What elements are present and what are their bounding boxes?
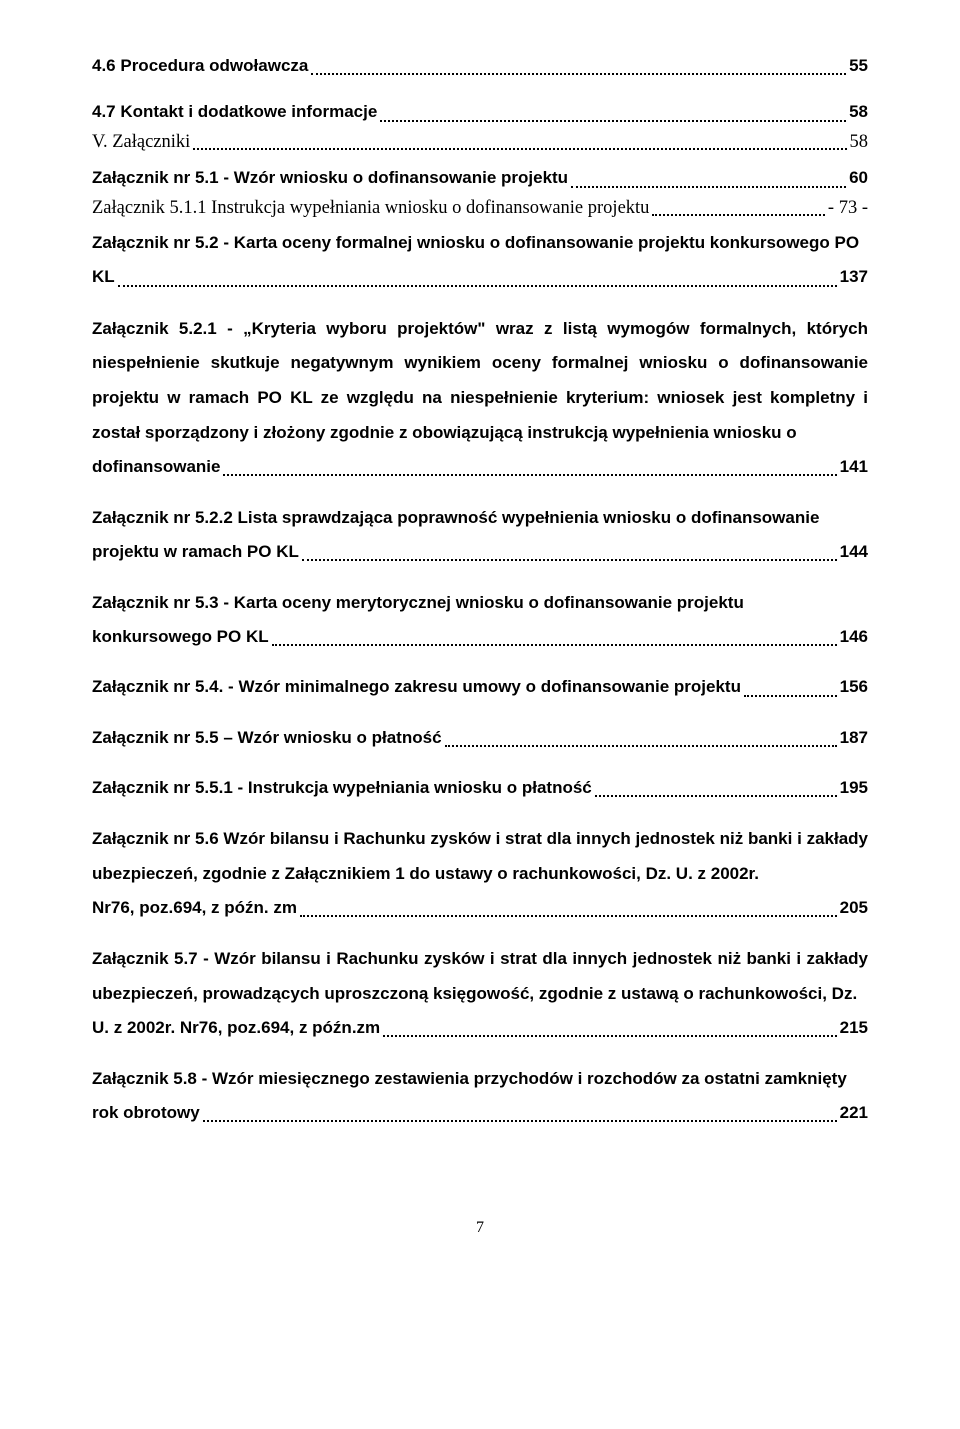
toc-label: 4.6 Procedura odwoławcza [92,50,308,82]
dot-leader [311,60,846,76]
toc-body: Załącznik nr 5.2 - Karta oceny formalnej… [92,226,868,261]
toc-entry: Załącznik nr 5.5.1 - Instrukcja wypełnia… [92,772,868,804]
document-page: 4.6 Procedura odwoławcza 55 4.7 Kontakt … [0,0,960,1429]
toc-label: Załącznik 5.1.1 Instrukcja wypełniania w… [92,195,649,223]
toc-tail: konkursowego PO KL [92,621,269,653]
toc-tail: projektu w ramach PO KL [92,536,299,568]
toc-tail: KL [92,261,115,293]
toc-entry: Załącznik nr 5.1 - Wzór wniosku o dofina… [92,162,868,194]
toc-entry: 4.6 Procedura odwoławcza 55 [92,50,868,82]
toc-label: Załącznik nr 5.5.1 - Instrukcja wypełnia… [92,772,592,804]
dot-leader [744,681,837,697]
dot-leader [223,461,836,477]
toc-entry: V. Załączniki 58 [92,129,868,157]
toc-entry: Załącznik nr 5.5 – Wzór wniosku o płatno… [92,722,868,754]
toc-label: Załącznik nr 5.5 – Wzór wniosku o płatno… [92,722,442,754]
toc-body: Załącznik nr 5.3 - Karta oceny merytoryc… [92,586,868,621]
toc-tail: dofinansowanie [92,451,220,483]
toc-label: Załącznik nr 5.1 - Wzór wniosku o dofina… [92,162,568,194]
toc-body: Załącznik 5.7 - Wzór bilansu i Rachunku … [92,942,868,1012]
toc-page: 55 [849,50,868,82]
toc-page: 187 [840,722,868,754]
toc-body: Załącznik nr 5.2.2 Lista sprawdzająca po… [92,501,868,536]
dot-leader [445,731,837,747]
toc-tail: rok obrotowy [92,1097,200,1129]
toc-entry: Załącznik 5.1.1 Instrukcja wypełniania w… [92,195,868,223]
toc-page: 60 [849,162,868,194]
toc-entry: Załącznik nr 5.4. - Wzór minimalnego zak… [92,671,868,703]
dot-leader [571,172,846,188]
toc-page: 156 [840,671,868,703]
toc-entry: Załącznik 5.7 - Wzór bilansu i Rachunku … [92,942,868,1044]
toc-page: 58 [850,129,869,157]
toc-page: 221 [840,1097,868,1129]
toc-page: 137 [840,261,868,293]
toc-entry: Załącznik nr 5.2.2 Lista sprawdzająca po… [92,501,868,568]
toc-entry: Załącznik nr 5.6 Wzór bilansu i Rachunku… [92,822,868,924]
toc-entry: Załącznik 5.2.1 - „Kryteria wyboru proje… [92,312,868,484]
toc-page: 215 [840,1012,868,1044]
toc-entry: 4.7 Kontakt i dodatkowe informacje 58 [92,96,868,128]
toc-tail: Nr76, poz.694, z późn. zm [92,892,297,924]
toc-tail: U. z 2002r. Nr76, poz.694, z późn.zm [92,1012,380,1044]
toc-body: Załącznik 5.2.1 - „Kryteria wyboru proje… [92,312,868,451]
toc-entry: Załącznik nr 5.2 - Karta oceny formalnej… [92,226,868,293]
dot-leader [193,134,846,151]
toc-page: 205 [840,892,868,924]
dot-leader [302,546,837,562]
toc-page: 146 [840,621,868,653]
toc-label: 4.7 Kontakt i dodatkowe informacje [92,96,377,128]
toc-page: 141 [840,451,868,483]
toc-label: V. Załączniki [92,129,190,157]
dot-leader [118,271,837,287]
dot-leader [203,1107,837,1123]
dot-leader [595,782,837,798]
dot-leader [652,200,825,217]
page-number: 7 [92,1219,868,1237]
toc-body: Załącznik 5.8 - Wzór miesięcznego zestaw… [92,1062,868,1097]
toc-page: 195 [840,772,868,804]
dot-leader [272,631,837,647]
toc-entry: Załącznik nr 5.3 - Karta oceny merytoryc… [92,586,868,653]
toc-entry: Załącznik 5.8 - Wzór miesięcznego zestaw… [92,1062,868,1129]
toc-label: Załącznik nr 5.4. - Wzór minimalnego zak… [92,671,741,703]
dot-leader [383,1022,836,1038]
toc-body: Załącznik nr 5.6 Wzór bilansu i Rachunku… [92,822,868,892]
toc-page: 144 [840,536,868,568]
dot-leader [380,106,846,122]
dot-leader [300,902,837,918]
toc-page: 58 [849,96,868,128]
toc-page: - 73 - [828,195,868,223]
